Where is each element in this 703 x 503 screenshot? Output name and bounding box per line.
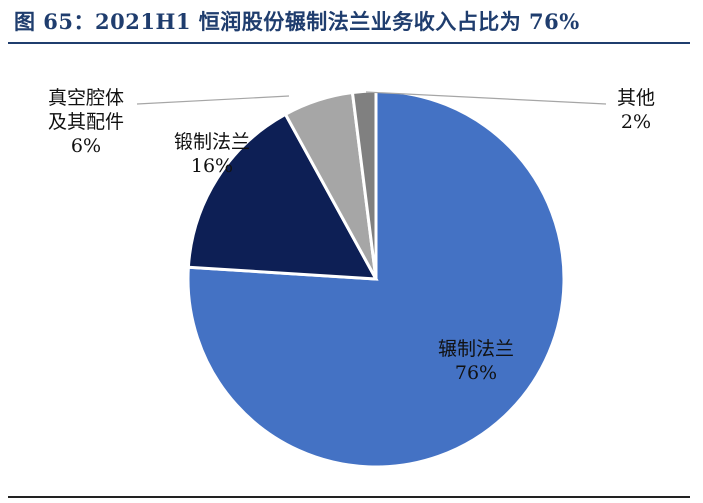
slice-value-label-1: 76% [455, 362, 497, 384]
bottom-rule [8, 496, 690, 498]
pie-slice-2 [186, 112, 379, 281]
slice-name-label-4: 其他 [617, 87, 655, 109]
slice-value-label-4: 2% [621, 111, 651, 133]
slice-name-label-3: 真空腔体 [48, 87, 124, 109]
leader-line-3 [136, 95, 290, 105]
page-title: 图 65：2021H1 恒润股份辗制法兰业务收入占比为 76% [14, 9, 580, 34]
slice-name-label-1: 辗制法兰 [438, 338, 514, 360]
pie-slice-4 [350, 89, 378, 280]
slice-name-label-2: 锻制法兰 [174, 131, 250, 153]
title-underline [8, 42, 690, 44]
slice-value-label-2: 16% [191, 155, 233, 177]
watermark: 头条 @未来智库 [560, 472, 678, 491]
slice-name-label-3: 及其配件 [48, 111, 124, 133]
slice-value-label-3: 6% [71, 135, 101, 157]
leader-line-4 [365, 91, 607, 105]
